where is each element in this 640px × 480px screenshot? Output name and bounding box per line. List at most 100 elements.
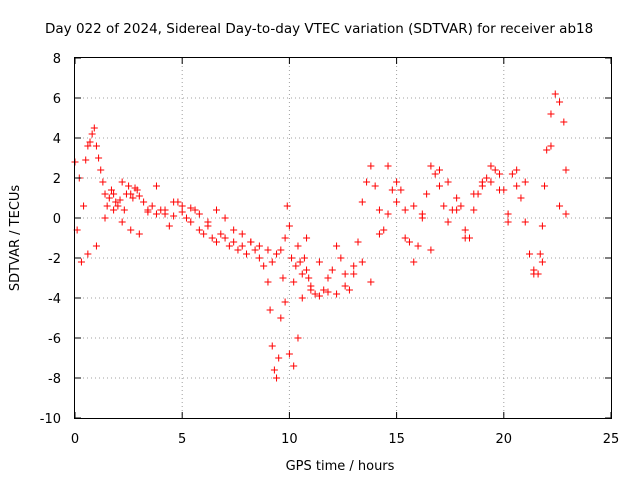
- data-point: [230, 226, 238, 234]
- data-point: [427, 162, 435, 170]
- data-point: [543, 146, 551, 154]
- y-tick-label: 2: [53, 172, 61, 187]
- data-point: [487, 178, 495, 186]
- data-point: [294, 242, 302, 250]
- data-point: [275, 354, 283, 362]
- y-tick-label: 8: [53, 52, 61, 67]
- data-point: [247, 238, 255, 246]
- data-point: [260, 262, 268, 270]
- y-tick-label: 6: [53, 92, 61, 107]
- data-point: [281, 298, 289, 306]
- x-tick-label: 5: [178, 432, 186, 447]
- data-point: [84, 250, 92, 258]
- data-point: [92, 142, 100, 150]
- data-point: [324, 288, 332, 296]
- data-point: [513, 166, 521, 174]
- data-point: [307, 282, 315, 290]
- data-point: [273, 374, 281, 382]
- data-point: [418, 210, 426, 218]
- data-point: [341, 270, 349, 278]
- data-point: [427, 246, 435, 254]
- data-point: [127, 190, 135, 198]
- x-tick-label: 10: [281, 432, 298, 447]
- y-tick-label: 4: [53, 132, 61, 147]
- data-point: [371, 182, 379, 190]
- data-point: [187, 204, 195, 212]
- data-point: [513, 182, 521, 190]
- data-point: [547, 110, 555, 118]
- data-point: [315, 258, 323, 266]
- data-point: [541, 182, 549, 190]
- data-point: [333, 290, 341, 298]
- data-point: [401, 234, 409, 242]
- data-point: [129, 194, 137, 202]
- data-point: [95, 154, 103, 162]
- data-point: [255, 254, 263, 262]
- data-point: [270, 366, 278, 374]
- data-point: [538, 258, 546, 266]
- data-point: [298, 294, 306, 302]
- data-point: [538, 222, 546, 230]
- y-tick-label: -10: [40, 412, 61, 427]
- data-point: [496, 170, 504, 178]
- data-point: [504, 210, 512, 218]
- data-point: [152, 210, 160, 218]
- data-point: [440, 202, 448, 210]
- data-point: [517, 194, 525, 202]
- data-point: [114, 202, 122, 210]
- data-point: [285, 222, 293, 230]
- data-point: [288, 254, 296, 262]
- data-point: [350, 262, 358, 270]
- data-point: [234, 246, 242, 254]
- data-point: [264, 278, 272, 286]
- data-point: [444, 178, 452, 186]
- data-point: [165, 222, 173, 230]
- data-point: [393, 178, 401, 186]
- data-point: [277, 314, 285, 322]
- data-point: [483, 174, 491, 182]
- data-point: [268, 342, 276, 350]
- data-point: [296, 258, 304, 266]
- data-point: [178, 208, 186, 216]
- x-axis-label: GPS time / hours: [286, 459, 395, 474]
- data-point: [285, 350, 293, 358]
- data-point: [125, 182, 133, 190]
- data-point: [281, 234, 289, 242]
- data-point: [470, 206, 478, 214]
- data-point: [315, 292, 323, 300]
- data-point: [393, 198, 401, 206]
- data-point: [90, 124, 98, 132]
- grid-lines: [75, 58, 611, 418]
- data-point: [135, 192, 143, 200]
- data-point: [384, 162, 392, 170]
- data-point: [337, 254, 345, 262]
- data-point: [230, 238, 238, 246]
- data-point: [116, 196, 124, 204]
- y-tick-label: -6: [48, 332, 61, 347]
- data-point: [243, 250, 251, 258]
- data-point: [118, 218, 126, 226]
- data-point: [140, 198, 148, 206]
- data-point: [86, 138, 94, 146]
- data-point: [80, 202, 88, 210]
- data-point: [298, 270, 306, 278]
- data-point: [345, 286, 353, 294]
- data-point: [82, 156, 90, 164]
- data-point: [478, 178, 486, 186]
- data-point: [208, 234, 216, 242]
- data-point: [530, 270, 538, 278]
- data-point: [225, 242, 233, 250]
- data-point: [410, 258, 418, 266]
- data-point: [536, 250, 544, 258]
- data-point: [457, 202, 465, 210]
- data-point: [221, 214, 229, 222]
- data-point: [358, 258, 366, 266]
- x-tick-label: 15: [388, 432, 405, 447]
- data-point: [367, 278, 375, 286]
- data-point: [290, 362, 298, 370]
- data-point: [562, 166, 570, 174]
- data-point: [367, 162, 375, 170]
- data-point: [217, 230, 225, 238]
- y-axis-label: SDTVAR / TECUs: [8, 185, 23, 292]
